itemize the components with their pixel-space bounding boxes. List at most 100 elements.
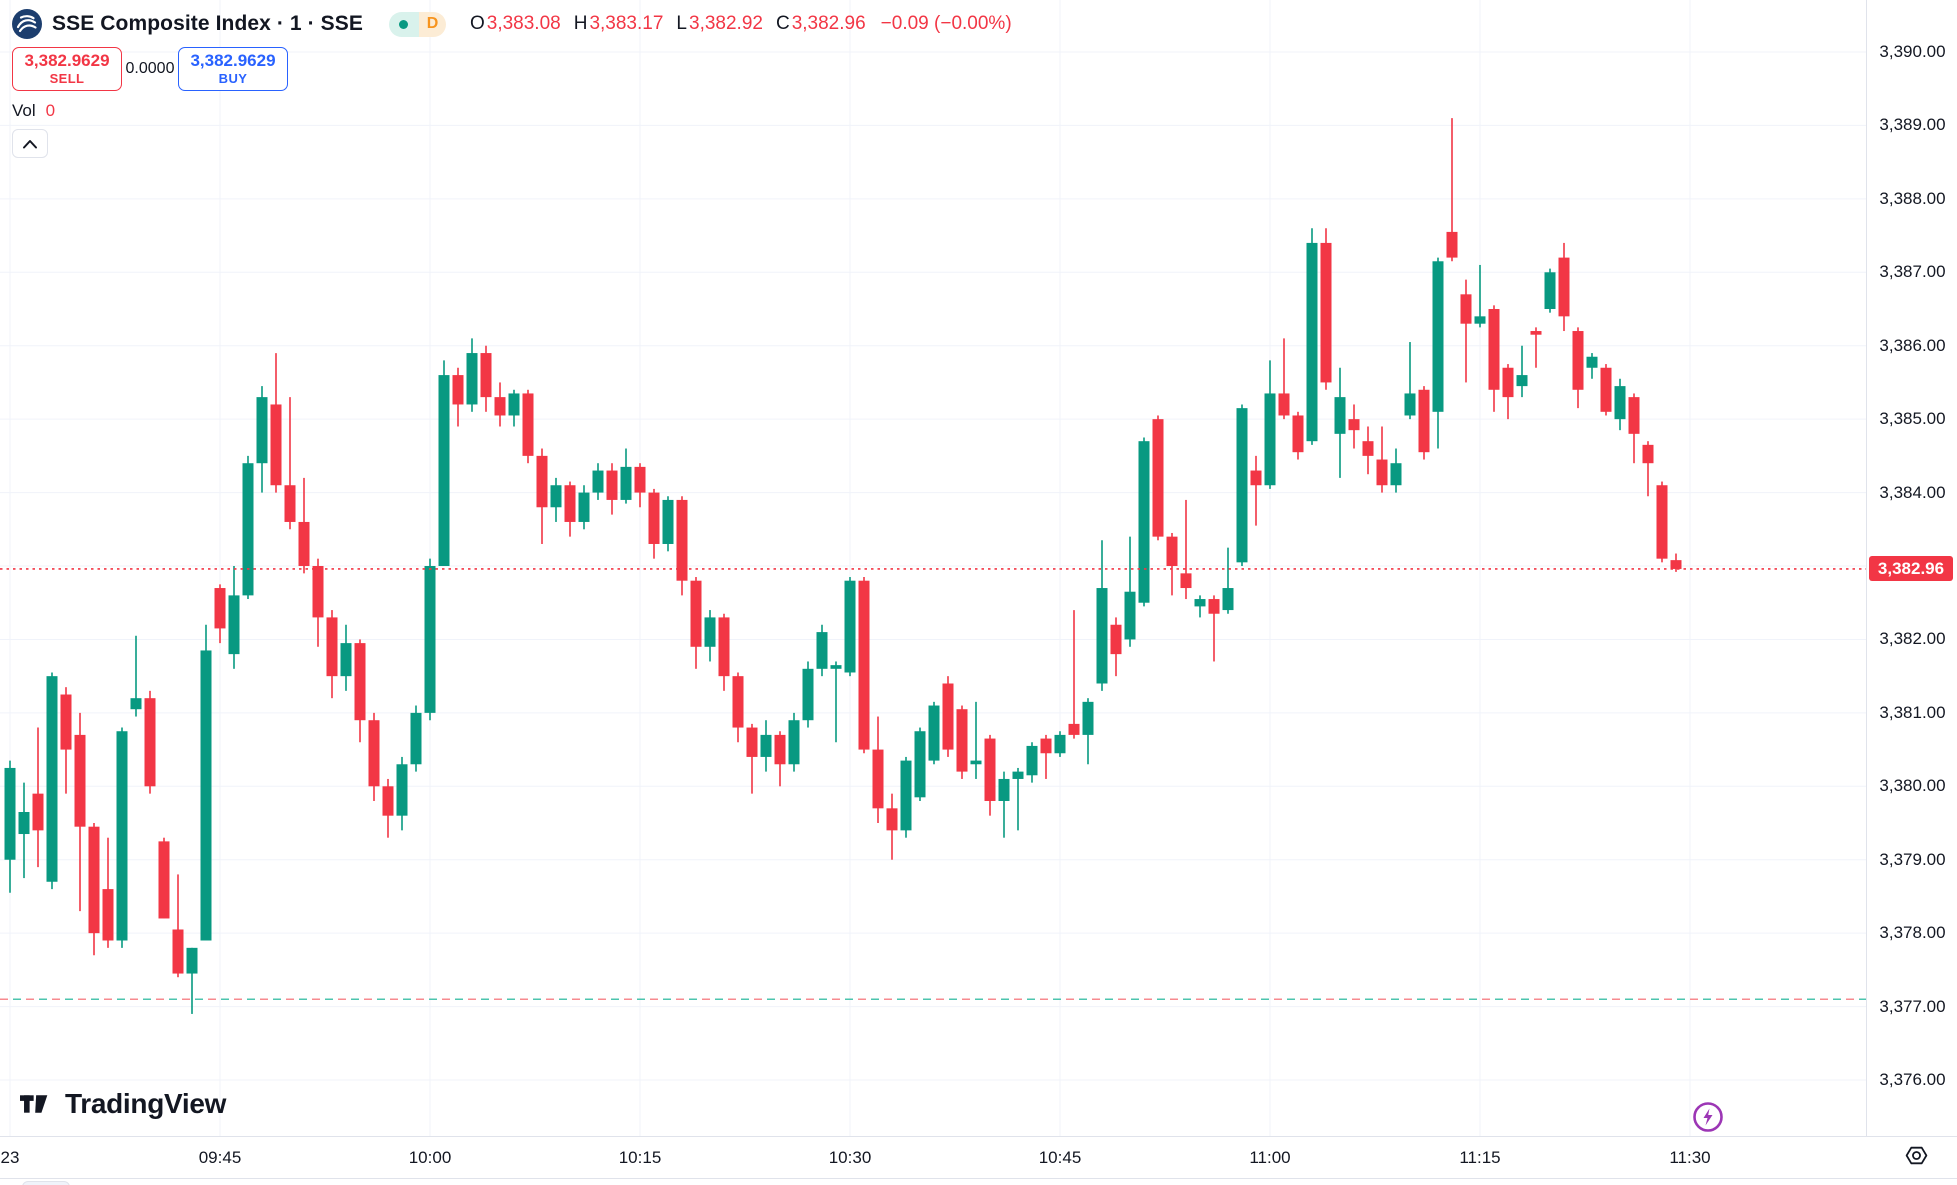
candle-up [424, 566, 436, 713]
candle-up [256, 397, 268, 464]
candle-down [1040, 738, 1052, 754]
candle-up [1306, 242, 1318, 442]
candle-down [858, 580, 870, 750]
price-axis[interactable]: 3,382.96 3,390.00 3,389.00 3,388.00 3,387.0… [1866, 0, 1957, 1136]
candle-down [172, 929, 184, 974]
time-axis-label: 11:30 [1669, 1148, 1711, 1167]
candle-down [536, 455, 548, 508]
price-axis-label: 3,388.00 [1879, 188, 1946, 208]
candle-down [886, 808, 898, 831]
symbol-row: SSE Composite Index · 1 · SSE D O 3,383.0… [12, 8, 1012, 40]
chart-canvas[interactable]: SSE Composite Index · 1 · SSE D O 3,383.0… [0, 0, 1866, 1136]
candle-up [998, 778, 1010, 801]
candle-down [298, 521, 310, 567]
collapse-pane-button[interactable] [12, 129, 48, 158]
candle-up [4, 767, 16, 860]
candle-down [1670, 560, 1682, 569]
candle-down [690, 580, 702, 647]
tradingview-logo[interactable]: TradingView [20, 1088, 226, 1120]
sse-exchange-logo-icon [12, 9, 42, 39]
candle-down [1642, 444, 1654, 464]
candle-down [1110, 624, 1122, 655]
candle-down [102, 889, 114, 941]
candle-up [1236, 408, 1248, 563]
candle-up [550, 485, 562, 508]
close-label: C [775, 13, 790, 34]
interval-badge[interactable]: D [418, 11, 446, 37]
time-axis-label: 10:00 [408, 1148, 452, 1167]
candle-down [774, 734, 786, 765]
candle-up [1614, 386, 1626, 420]
candle-down [1572, 331, 1584, 390]
candle-up [1586, 356, 1598, 368]
candle-up [340, 643, 352, 677]
high-value: 3,383.17 [589, 13, 664, 34]
candle-down [284, 485, 296, 522]
tradingview-logo-text: TradingView [65, 1088, 227, 1119]
price-axis-label: 3,382.00 [1879, 629, 1946, 649]
candle-down [634, 466, 646, 493]
candle-up [1026, 745, 1038, 776]
candle-down [1068, 723, 1080, 735]
price-axis-label: 3,385.00 [1879, 409, 1946, 429]
time-axis[interactable]: 23 09:45 10:00 10:15 10:30 10:45 11:00 11:15 11:… [0, 1136, 1957, 1179]
candle-down [1152, 419, 1164, 537]
volume-value: 0 [45, 101, 56, 120]
candlestick-chart[interactable] [0, 0, 1866, 1136]
candle-up [844, 580, 856, 673]
candle-up [1194, 599, 1206, 607]
buy-button[interactable]: 3,382.9629 BUY [178, 47, 288, 91]
candle-up [900, 760, 912, 831]
candle-down [312, 566, 324, 618]
candle-down [1460, 294, 1472, 324]
candle-down [1488, 309, 1500, 390]
candle-down [1376, 459, 1388, 486]
sell-label: SELL [49, 71, 85, 86]
candle-up [1012, 771, 1024, 779]
time-axis-label: 23 [0, 1148, 20, 1167]
volume-row: Vol 0 [12, 101, 1012, 121]
trade-buttons-row: 3,382.9629 SELL 0.0000 3,382.9629 BUY [12, 47, 1012, 91]
candle-down [1208, 599, 1220, 614]
candle-down [676, 499, 688, 581]
market-status-badge[interactable] [388, 11, 419, 37]
candle-down [1446, 231, 1458, 258]
sell-button[interactable]: 3,382.9629 SELL [12, 47, 122, 91]
price-axis-label: 3,381.00 [1879, 702, 1946, 722]
buy-label: BUY [218, 71, 248, 86]
time-axis-label: 10:45 [1038, 1148, 1082, 1167]
price-axis-label: 3,380.00 [1879, 776, 1946, 796]
close-value: 3,382.96 [791, 13, 866, 34]
candle-down [1628, 397, 1640, 434]
candle-up [242, 463, 254, 596]
change-value: −0.09 (−0.00%) [880, 13, 1012, 34]
candle-up [1264, 393, 1276, 486]
lightning-icon [1693, 1102, 1723, 1132]
bottom-panel-strip [0, 1178, 1957, 1185]
symbol-title[interactable]: SSE Composite Index · 1 · SSE [52, 12, 363, 35]
candle-down [942, 683, 954, 750]
candle-up [466, 353, 478, 405]
candle-down [158, 841, 170, 919]
candle-down [1278, 393, 1290, 416]
axis-settings-button[interactable] [1904, 1143, 1929, 1173]
candle-down [1250, 470, 1262, 486]
candle-up [788, 720, 800, 765]
time-axis-label: 10:15 [618, 1148, 662, 1167]
sell-price: 3,382.9629 [24, 51, 110, 70]
spread-value: 0.0000 [125, 60, 175, 77]
time-axis-label: 11:15 [1459, 1148, 1501, 1167]
candle-down [1530, 331, 1542, 335]
candle-up [1054, 734, 1066, 754]
quick-trade-button[interactable] [1692, 1101, 1724, 1133]
candle-up [18, 812, 30, 835]
candle-up [830, 665, 842, 669]
market-open-dot-icon [399, 19, 409, 29]
pane-handle-tab[interactable] [22, 1181, 70, 1185]
candle-down [746, 727, 758, 757]
candle-up [1096, 588, 1108, 684]
candle-up [438, 375, 450, 567]
candle-down [1502, 367, 1514, 398]
volume-label: Vol [12, 101, 36, 120]
